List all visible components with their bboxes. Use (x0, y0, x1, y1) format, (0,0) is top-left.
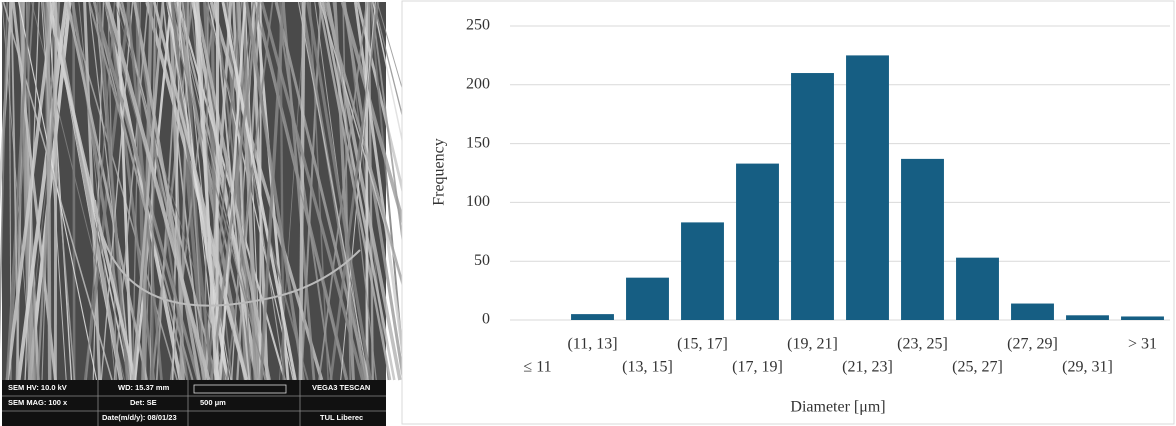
chart-border (402, 1, 1174, 424)
info-label: TUL Liberec (320, 413, 363, 422)
chart: Frequency Diameter [μm] 0 50 100 150 200 250 ≤… (402, 1, 1174, 424)
bar (1121, 316, 1164, 320)
fiber (48, 2, 50, 380)
info-label: SEM MAG: 100 x (8, 398, 68, 407)
x-tick-label: (23, 25] (897, 336, 948, 353)
info-label: SEM HV: 10.0 kV (8, 383, 67, 392)
info-label: 500 μm (200, 398, 226, 407)
info-label: Date(m/d/y): 08/01/23 (102, 413, 177, 422)
bar (1066, 315, 1109, 320)
info-label: Det: SE (130, 398, 157, 407)
fiber (367, 2, 368, 380)
bar (846, 55, 889, 320)
figure: SEM HV: 10.0 kV WD: 15.37 mm VEGA3 TESCA… (0, 0, 1176, 426)
bar (626, 278, 669, 320)
bar (736, 164, 779, 320)
info-label: VEGA3 TESCAN (312, 383, 370, 392)
info-label: WD: 15.37 mm (118, 383, 170, 392)
x-tick-label: > 31 (1128, 336, 1157, 353)
x-tick-label: (25, 27] (952, 359, 1003, 376)
info-bar: SEM HV: 10.0 kV WD: 15.37 mm VEGA3 TESCA… (2, 380, 386, 426)
x-tick-label: (13, 15] (622, 359, 673, 376)
y-tick-label: 200 (466, 75, 490, 92)
x-axis-title: Diameter [μm] (790, 399, 885, 416)
x-tick-label: (27, 29] (1007, 336, 1058, 353)
x-tick-label: (21, 23] (842, 359, 893, 376)
y-tick-label: 250 (466, 17, 490, 34)
y-tick-label: 100 (466, 193, 490, 210)
x-tick-label: (17, 19] (732, 359, 783, 376)
bar (681, 222, 724, 320)
y-tick-label: 150 (466, 134, 490, 151)
page: SEM HV: 10.0 kV WD: 15.37 mm VEGA3 TESCA… (0, 0, 1176, 426)
bar (901, 159, 944, 320)
y-tick-label: 50 (474, 252, 490, 269)
fiber (74, 2, 75, 380)
y-tick-label: 0 (482, 311, 490, 328)
x-tick-label: (29, 31] (1062, 359, 1113, 376)
x-tick-label: (11, 13] (567, 336, 617, 353)
bar (571, 314, 614, 320)
x-tick-label: (19, 21] (787, 336, 838, 353)
bar (791, 73, 834, 320)
x-tick-label: (15, 17] (677, 336, 728, 353)
bar (1011, 304, 1054, 320)
bar (956, 258, 999, 320)
y-axis-title: Frequency (431, 138, 448, 206)
x-tick-label: ≤ 11 (523, 359, 551, 376)
